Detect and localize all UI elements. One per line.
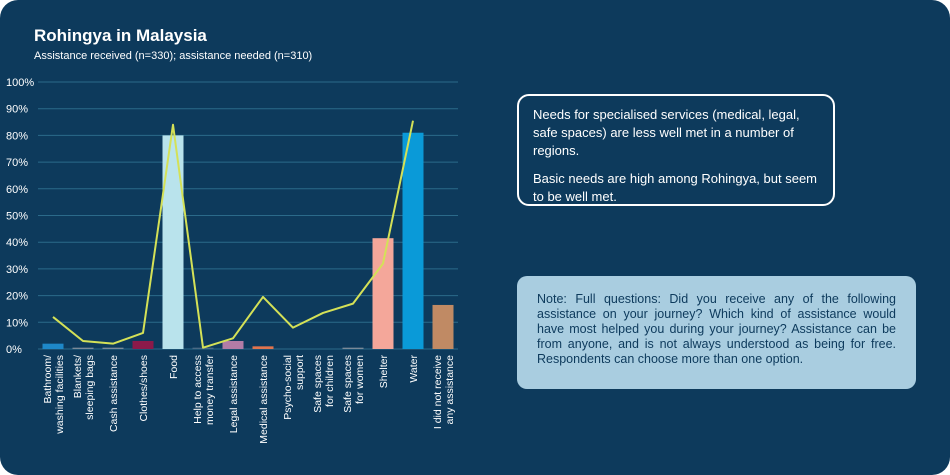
bar xyxy=(432,304,454,349)
y-axis-ticks: 0% 10% 20% 30% 40% 50% 60% 70% 80% 90% 100% xyxy=(6,77,34,356)
chart-title: Rohingya in Malaysia xyxy=(34,26,207,45)
needed-line xyxy=(52,120,414,349)
bar xyxy=(162,135,184,349)
bar xyxy=(372,238,394,349)
bar xyxy=(132,340,154,349)
y-tick-label: 90% xyxy=(6,104,28,116)
x-tick-label: Psycho-social xyxy=(282,355,294,420)
findings-callout: Needs for specialised services (medical,… xyxy=(517,94,835,206)
bar xyxy=(222,340,244,349)
chart-subtitle: Assistance received (n=330); assistance … xyxy=(34,50,313,62)
y-tick-label: 70% xyxy=(6,157,28,169)
bar-series xyxy=(42,132,454,349)
x-tick-label: Cash assistance xyxy=(108,355,120,432)
bar xyxy=(402,132,424,349)
x-tick-label: Legal assistance xyxy=(228,355,240,433)
bar xyxy=(252,346,274,349)
x-tick-label: washing facilities xyxy=(54,355,66,435)
y-tick-label: 0% xyxy=(6,344,22,356)
x-tick-label: Shelter xyxy=(378,355,390,389)
y-tick-label: 50% xyxy=(6,211,28,223)
y-tick-label: 10% xyxy=(6,317,28,329)
bar xyxy=(72,347,94,349)
line-series xyxy=(52,120,414,349)
y-tick-label: 40% xyxy=(6,237,28,249)
x-tick-label: any assistance xyxy=(444,355,456,425)
bar xyxy=(102,347,124,349)
y-tick-label: 100% xyxy=(6,77,34,89)
bar xyxy=(42,343,64,349)
x-tick-label: support xyxy=(294,355,306,390)
x-tick-label: money transfer xyxy=(204,354,216,425)
note-box: Note: Full questions: Did you receive an… xyxy=(517,276,916,389)
y-tick-label: 30% xyxy=(6,264,28,276)
x-tick-label: Water xyxy=(408,355,420,383)
x-tick-label: Safe spaces xyxy=(342,355,354,413)
callout-line-1: Needs for specialised services (medical,… xyxy=(533,107,800,158)
x-tick-label: Food xyxy=(168,355,180,379)
x-tick-label: Clothes/shoes xyxy=(138,355,150,422)
x-tick-label: sleeping bags xyxy=(84,355,96,420)
callout-line-2: Basic needs are high among Rohingya, but… xyxy=(533,171,818,204)
x-tick-label: for women xyxy=(354,355,366,404)
x-axis-labels: Bathroom/washing facilities Blankets/slee… xyxy=(42,354,456,443)
y-tick-label: 80% xyxy=(6,130,28,142)
y-tick-label: 20% xyxy=(6,291,28,303)
grid-lines xyxy=(38,81,458,350)
bar xyxy=(342,347,364,349)
x-tick-label: Blankets/ xyxy=(72,355,84,398)
y-tick-label: 60% xyxy=(6,184,28,196)
x-tick-label: Help to access xyxy=(192,355,204,424)
x-tick-label: Medical assistance xyxy=(258,355,270,444)
x-tick-label: Bathroom/ xyxy=(42,355,54,404)
x-tick-label: for children xyxy=(324,355,336,407)
x-tick-label: Safe spaces xyxy=(312,355,324,413)
x-tick-label: I did not receive xyxy=(432,355,444,429)
